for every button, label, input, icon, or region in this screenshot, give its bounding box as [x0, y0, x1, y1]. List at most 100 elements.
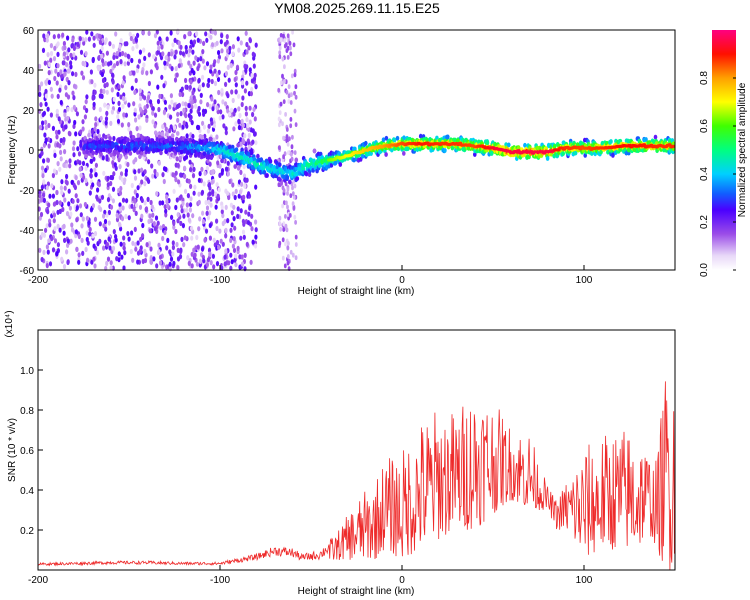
- spectrogram-point: [224, 204, 228, 210]
- spectrogram-point: [130, 57, 134, 64]
- spectrogram-y-tick-label: 0: [28, 146, 34, 157]
- spectrogram-point: [170, 214, 174, 220]
- spectrogram-point: [107, 220, 111, 226]
- spectrogram-point: [239, 137, 243, 143]
- spectrogram-point: [239, 235, 243, 241]
- spectrogram-point: [206, 215, 211, 221]
- spectrogram-point: [146, 177, 150, 183]
- spectrogram-point: [150, 138, 155, 144]
- spectrogram-point: [278, 215, 282, 221]
- spectrogram-point: [92, 42, 96, 48]
- spectrogram-point: [215, 72, 219, 78]
- spectrogram-point: [182, 120, 186, 126]
- spectrogram-point: [38, 91, 42, 97]
- spectrogram-point: [84, 37, 88, 43]
- spectrogram-point: [109, 60, 113, 66]
- spectrogram-point: [184, 44, 188, 51]
- spectrogram-point: [71, 198, 75, 204]
- spectrogram-point: [43, 132, 47, 138]
- spectrogram-point: [233, 225, 237, 231]
- spectrogram-point: [214, 150, 219, 156]
- spectrogram-point: [85, 29, 89, 35]
- spectrogram-point: [229, 237, 233, 243]
- spectrogram-point: [200, 166, 204, 172]
- spectrogram-point: [112, 63, 117, 69]
- spectrogram-point: [46, 209, 50, 215]
- spectrogram-point: [215, 239, 220, 246]
- spectrogram-point: [247, 144, 251, 150]
- spectrogram-y-tick-label: -60: [20, 266, 35, 277]
- spectrogram-point: [285, 134, 289, 139]
- spectrogram-point: [286, 191, 289, 196]
- spectrogram-point: [282, 227, 286, 232]
- spectrogram-point: [147, 30, 151, 36]
- spectrogram-point: [294, 84, 298, 90]
- spectrogram-point: [283, 38, 287, 44]
- spectrogram-point: [164, 166, 168, 172]
- spectrogram-point: [206, 128, 210, 134]
- spectrogram-point: [212, 137, 216, 143]
- spectrogram-point: [63, 149, 67, 155]
- spectrogram-point: [111, 198, 115, 204]
- spectrogram-point: [131, 257, 135, 263]
- spectrogram-point: [234, 69, 238, 76]
- spectrogram-point: [111, 245, 116, 251]
- spectrogram-point: [64, 124, 68, 130]
- spectrogram-point: [251, 169, 255, 175]
- spectrogram-point: [146, 196, 150, 202]
- spectrogram-point: [220, 265, 224, 271]
- spectrogram-point: [46, 33, 50, 39]
- spectrogram-point: [312, 148, 317, 154]
- spectrogram-point: [41, 120, 45, 126]
- spectrogram-point: [139, 236, 143, 242]
- spectrogram-point: [282, 135, 285, 141]
- spectrogram-point: [216, 76, 221, 82]
- spectrogram-point: [254, 243, 258, 249]
- spectrogram-point: [92, 243, 96, 249]
- spectrogram-point: [240, 181, 244, 187]
- spectrogram-point: [81, 36, 85, 42]
- spectrogram-point: [180, 208, 184, 214]
- spectrogram-point: [111, 43, 115, 49]
- spectrogram-point: [171, 140, 175, 146]
- spectrogram-point: [116, 118, 121, 124]
- spectrogram-point: [285, 175, 290, 180]
- spectrogram-point: [127, 122, 131, 128]
- spectrogram-point: [152, 54, 156, 60]
- spectrogram-point: [127, 236, 131, 242]
- spectrogram-point: [106, 175, 110, 181]
- spectrogram-point: [94, 122, 98, 128]
- spectrogram-point: [609, 139, 613, 144]
- spectrogram-point: [194, 103, 198, 109]
- spectrogram-point: [209, 136, 213, 142]
- spectrogram-point: [236, 213, 240, 219]
- spectrogram-point: [51, 247, 56, 253]
- spectrogram-point: [59, 149, 63, 155]
- spectrogram-point: [44, 93, 49, 99]
- spectrogram-point: [179, 172, 183, 178]
- spectrogram-point: [234, 89, 238, 95]
- spectrogram-point: [100, 194, 105, 200]
- spectrogram-point: [234, 121, 238, 127]
- spectrogram-point: [193, 252, 197, 258]
- spectrogram-point: [128, 70, 132, 76]
- spectrogram-point: [153, 33, 158, 39]
- spectrogram-point: [281, 255, 285, 261]
- spectrogram-point: [226, 48, 230, 54]
- spectrogram-point: [220, 48, 224, 54]
- spectrogram-point: [65, 249, 69, 255]
- spectrogram-point: [283, 263, 287, 269]
- spectrogram-point: [224, 166, 229, 172]
- spectrogram-point: [168, 128, 172, 134]
- spectrogram-point: [149, 255, 153, 261]
- spectrogram-x-tick-label: 0: [399, 275, 405, 286]
- spectrogram-point: [143, 55, 147, 62]
- spectrogram-point: [210, 78, 214, 85]
- spectrogram-x-tick-label: -100: [210, 275, 230, 286]
- spectrogram-point: [69, 60, 73, 66]
- spectrogram-point: [95, 33, 99, 39]
- spectrogram-point: [251, 51, 255, 57]
- spectrogram-point: [224, 71, 228, 77]
- spectrogram-point: [52, 168, 57, 174]
- spectrogram-point: [116, 114, 120, 120]
